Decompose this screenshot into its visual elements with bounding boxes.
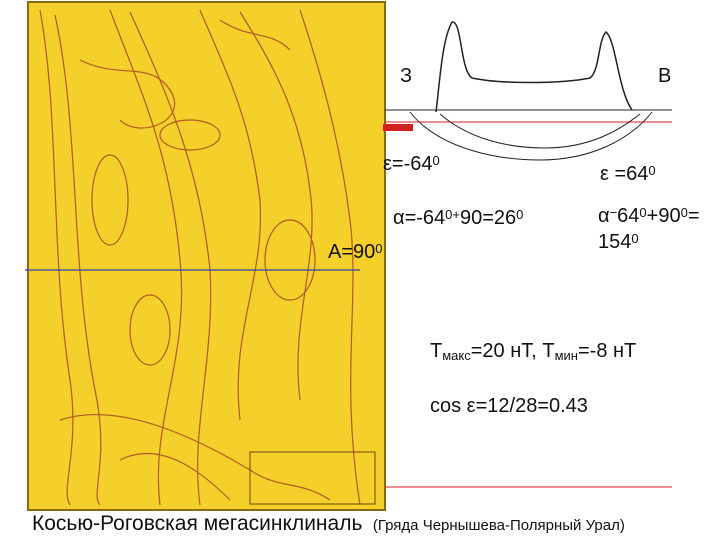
sup-run: 0 [648, 163, 655, 178]
text-run: α [598, 205, 610, 227]
label-alpha-right-2: 1540 [598, 231, 639, 253]
label-eps-right: ε =640 [600, 163, 656, 185]
sup-run: − [610, 205, 618, 220]
text-run: cos ε=12/28=0.43 [430, 395, 588, 417]
label-east: В [658, 65, 671, 87]
sup-run: 0 [639, 205, 646, 220]
text-run: A=90 [328, 241, 375, 263]
sub-run: макс [442, 348, 471, 363]
caption-note: (Гряда Чернышева-Полярный Урал) [373, 517, 625, 534]
sup-run: 0 [375, 241, 382, 256]
sup-run: 0 [631, 231, 638, 246]
sup-run: 0 [433, 153, 440, 168]
text-run: В [658, 65, 671, 87]
text-run: 64 [617, 205, 639, 227]
text-run: T [430, 340, 442, 362]
label-alpha-right: α−640+900= [598, 205, 700, 227]
label-eps-left: ε=-640 [383, 153, 440, 175]
text-run: 90=26 [460, 207, 516, 229]
label-azimuth: A=900 [328, 241, 383, 263]
text-run: α=-64 [393, 207, 445, 229]
sub-run: мин [555, 348, 578, 363]
label-cos: cos ε=12/28=0.43 [430, 395, 588, 417]
caption-main: Косью-Роговская мегасинклиналь [32, 512, 362, 535]
label-west: З [400, 65, 412, 87]
text-run: 154 [598, 231, 631, 253]
text-run: =-8 нТ [578, 340, 636, 362]
label-alpha-left: α=-640+90=260 [393, 207, 523, 229]
text-run: +90 [647, 205, 681, 227]
sup-run: 0+ [445, 207, 460, 222]
geologic-map [25, 1, 386, 511]
text-run: ε =64 [600, 163, 648, 185]
sup-run: 0 [516, 207, 523, 222]
text-run: З [400, 65, 412, 87]
caption: Косью-Роговская мегасинклиналь (Гряда Че… [32, 512, 625, 535]
sup-run: 0 [681, 205, 688, 220]
text-run: =20 нТ, T [471, 340, 555, 362]
label-t-values: Tмакс=20 нТ, Tмин=-8 нТ [430, 340, 636, 363]
profile-diagram [383, 21, 672, 488]
text-run: ε=-64 [383, 153, 433, 175]
text-run: = [688, 205, 700, 227]
